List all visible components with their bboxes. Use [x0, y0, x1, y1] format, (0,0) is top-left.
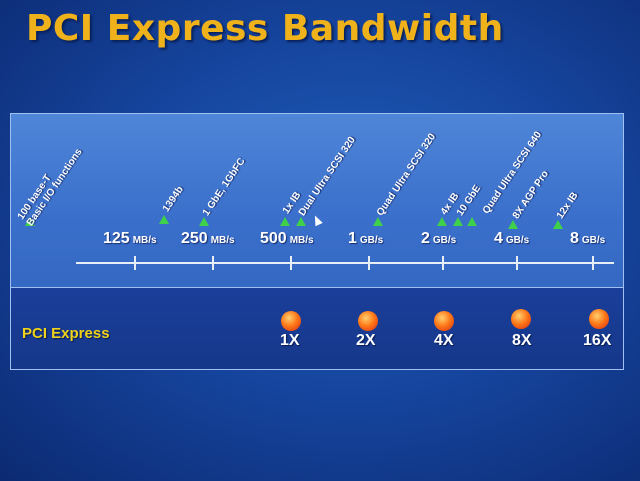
lane-label-16x: 16X [583, 332, 612, 349]
marker-8x-agp-pro [508, 220, 518, 229]
axis-tick [134, 256, 136, 270]
marker-100-base-t [25, 217, 35, 226]
lane-2x-dot-icon [358, 311, 378, 331]
axis-tick [290, 256, 292, 270]
axis-tick [442, 256, 444, 270]
lane-16x-dot-icon [589, 309, 609, 329]
axis-tick [516, 256, 518, 270]
lane-label-2x: 2X [356, 332, 376, 349]
marker-1gbe [199, 217, 209, 226]
marker-10-gbe [453, 217, 463, 226]
marker-dual-ultra-scsi-320 [296, 217, 306, 226]
marker-1x-ib [280, 217, 290, 226]
pci-express-label: PCI Express [22, 325, 110, 342]
scale-label-500: 500 MB/s [260, 230, 314, 247]
bandwidth-axis [76, 262, 614, 264]
pci-express-panel [10, 288, 624, 370]
lane-label-4x: 4X [434, 332, 454, 349]
scale-label-250: 250 MB/s [181, 230, 235, 247]
lane-8x-dot-icon [511, 309, 531, 329]
scale-label-1gb: 1 GB/s [348, 230, 384, 247]
scale-label-125: 125 MB/s [103, 230, 157, 247]
marker-quad-ultra-scsi-640 [467, 217, 477, 226]
scale-label-2gb: 2 GB/s [421, 230, 457, 247]
axis-tick [592, 256, 594, 270]
marker-1394b [159, 215, 169, 224]
lane-label-8x: 8X [512, 332, 532, 349]
marker-4x-ib [437, 217, 447, 226]
slide-title: PCI Express Bandwidth [26, 8, 504, 49]
lane-1x-dot-icon [281, 311, 301, 331]
lane-label-1x: 1X [280, 332, 300, 349]
lane-4x-dot-icon [434, 311, 454, 331]
marker-quad-ultra-scsi-320 [373, 217, 383, 226]
bandwidth-scale-panel [10, 113, 624, 288]
scale-label-8gb: 8 GB/s [570, 230, 606, 247]
marker-12x-ib [553, 220, 563, 229]
scale-label-4gb: 4 GB/s [494, 230, 530, 247]
axis-tick [368, 256, 370, 270]
axis-tick [212, 256, 214, 270]
